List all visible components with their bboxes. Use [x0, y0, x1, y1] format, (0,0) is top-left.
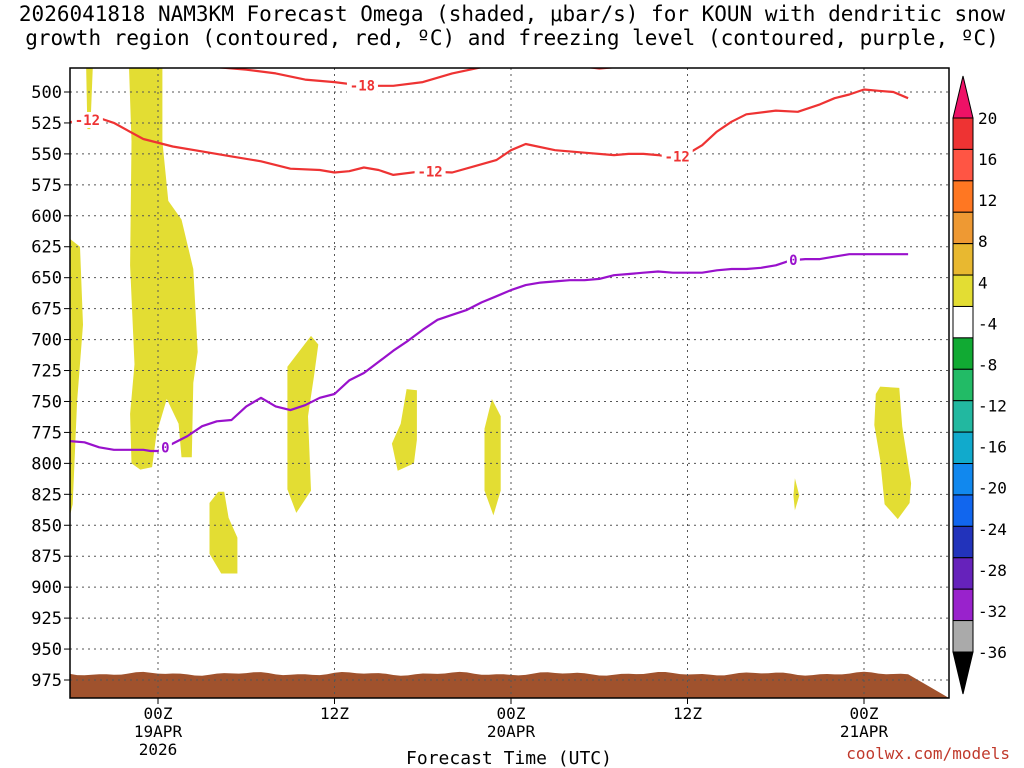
colorbar-label: -28 — [978, 561, 1007, 580]
colorbar-label: -8 — [978, 355, 997, 374]
colorbar-label: -24 — [978, 520, 1007, 539]
x-tick-year-label: 2026 — [139, 740, 178, 759]
y-tick-label: 850 — [31, 516, 62, 536]
y-tick-label: 975 — [31, 671, 62, 691]
chart-title: 2026041818 NAM3KM Forecast Omega (shaded… — [0, 2, 1024, 50]
contour-label: -12 — [417, 165, 442, 181]
contour-line — [70, 88, 909, 176]
contour-label-bg — [661, 148, 693, 165]
colorbar-label: -4 — [978, 314, 997, 333]
colorbar-box — [952, 525, 974, 559]
y-tick-label: 925 — [31, 609, 62, 629]
y-tick-label: 750 — [31, 392, 62, 412]
contour-label: -18 — [350, 79, 375, 95]
omega-region-r9 — [484, 399, 501, 516]
colorbar-box — [952, 431, 974, 465]
terrain-layer — [70, 671, 949, 698]
x-tick-label: 00Z — [497, 704, 526, 723]
colorbar-box — [952, 588, 974, 622]
colorbar-label: -12 — [978, 397, 1007, 416]
colorbar-bottom-arrow — [952, 651, 974, 695]
contour-layer: -12 -12 -12 -18 0 0 — [70, 68, 909, 456]
colorbar-label: -32 — [978, 602, 1007, 621]
x-axis-label: Forecast Time (UTC) — [406, 748, 612, 768]
omega-region-r6 — [209, 491, 238, 574]
y-tick-label: 650 — [31, 269, 62, 289]
contour-line — [213, 68, 619, 87]
colorbar-box — [952, 494, 974, 527]
x-tick-label: 00Z — [144, 704, 173, 723]
grid-layer — [70, 68, 949, 698]
omega-shading-layer — [70, 68, 912, 574]
colorbar-box — [952, 305, 974, 339]
y-tick-label: 700 — [31, 331, 62, 351]
y-tick-label: 900 — [31, 578, 62, 598]
y-axis: 500 525 550 575 600 625 650 675 700 725 750 775 800 8… — [31, 83, 70, 691]
contour-label-bg — [414, 163, 446, 180]
contour-label: 0 — [789, 253, 797, 269]
colorbar-box — [952, 211, 974, 245]
contour-label-bg — [346, 77, 378, 94]
y-tick-label: 800 — [31, 454, 62, 474]
y-tick-label: 675 — [31, 300, 62, 320]
colorbar-box — [952, 368, 974, 402]
x-tick-sublabel: 20APR — [487, 722, 536, 741]
colorbar-box — [952, 557, 974, 590]
plot-frame — [69, 67, 950, 699]
colorbar-label: 16 — [978, 150, 997, 169]
contour-label-bg — [158, 439, 172, 456]
y-tick-label: 775 — [31, 423, 62, 443]
y-tick-label: 550 — [31, 145, 62, 165]
colorbar-label: 12 — [978, 191, 997, 210]
y-tick-label: 725 — [31, 362, 62, 382]
colorbar-label: 8 — [978, 232, 988, 251]
y-tick-label: 625 — [31, 238, 62, 258]
omega-region-r8 — [391, 389, 417, 471]
y-tick-label: 525 — [31, 114, 62, 134]
x-tick-label: 12Z — [320, 704, 349, 723]
y-tick-label: 575 — [31, 176, 62, 196]
contour-label: -12 — [665, 149, 690, 165]
x-tick-sublabel: 21APR — [840, 722, 889, 741]
omega-region-r1 — [70, 238, 83, 516]
y-tick-label: 950 — [31, 640, 62, 660]
x-tick-sublabel: 19APR — [134, 722, 183, 741]
y-tick-label: 500 — [31, 83, 62, 103]
credit-text: coolwx.com/models — [846, 744, 1010, 763]
colorbar-box — [952, 117, 974, 150]
colorbar-box — [952, 463, 974, 496]
omega-region-r7 — [287, 335, 319, 513]
colorbar-label: -20 — [978, 479, 1007, 498]
x-tick-label: 12Z — [673, 704, 702, 723]
y-tick-label: 600 — [31, 207, 62, 227]
omega-region-r11 — [874, 386, 912, 520]
y-tick-label: 825 — [31, 485, 62, 505]
colorbar-label: 4 — [978, 273, 988, 292]
colorbar: 20 16 12 8 4 -4 -8 -12 -16 -20 -24 -28 -32 -36 — [952, 75, 1007, 695]
contour-label-bg — [786, 252, 800, 269]
colorbar-box — [952, 148, 974, 182]
title-line-2: growth region (contoured, red, ºC) and f… — [25, 26, 999, 50]
colorbar-label: -36 — [978, 643, 1007, 662]
colorbar-box — [952, 180, 974, 213]
colorbar-box — [952, 400, 974, 433]
contour-label: 0 — [161, 440, 169, 456]
colorbar-box — [952, 243, 974, 276]
colorbar-label: -16 — [978, 438, 1007, 457]
omega-region-r5 — [129, 68, 198, 470]
contour-label: -12 — [75, 113, 100, 129]
colorbar-label: 20 — [978, 109, 997, 128]
title-line-1: 2026041818 NAM3KM Forecast Omega (shaded… — [18, 2, 1006, 26]
colorbar-box — [952, 274, 974, 307]
colorbar-box — [952, 620, 974, 653]
colorbar-box — [952, 337, 974, 370]
contour-label-bg — [71, 111, 103, 128]
x-tick-label: 00Z — [850, 704, 879, 723]
colorbar-top-arrow — [952, 75, 974, 119]
terrain-band — [70, 671, 949, 698]
y-tick-label: 875 — [31, 547, 62, 567]
